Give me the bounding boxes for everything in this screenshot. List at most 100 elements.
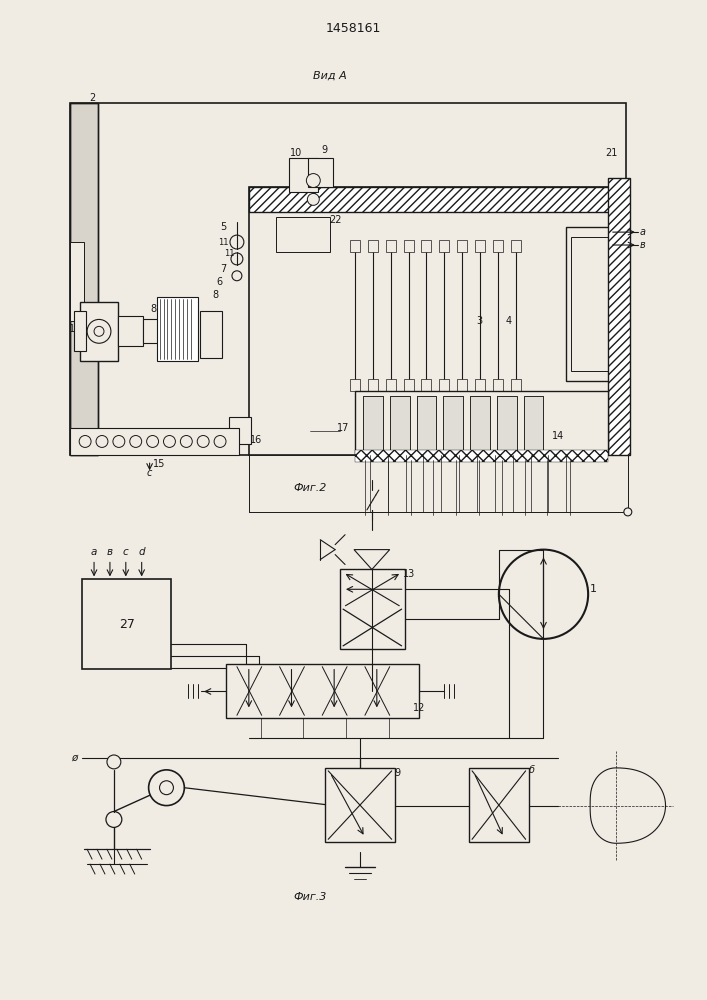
- Bar: [143, 319, 158, 343]
- Bar: [200, 311, 222, 358]
- Bar: [355, 450, 608, 462]
- Bar: [249, 187, 614, 212]
- Text: 4: 4: [506, 316, 512, 326]
- Circle shape: [107, 755, 121, 769]
- Text: Фиг.3: Фиг.3: [293, 892, 327, 902]
- Circle shape: [624, 508, 632, 516]
- Polygon shape: [354, 550, 390, 569]
- Bar: [493, 379, 503, 391]
- Bar: [524, 396, 544, 450]
- Text: а: а: [640, 227, 645, 237]
- Text: 12: 12: [414, 703, 426, 713]
- Bar: [416, 396, 436, 450]
- Bar: [497, 396, 517, 450]
- Text: с: с: [123, 547, 129, 557]
- Text: 1: 1: [69, 324, 75, 334]
- Bar: [325, 768, 395, 842]
- Circle shape: [87, 319, 111, 343]
- Text: 8: 8: [151, 304, 157, 314]
- Text: 9: 9: [321, 145, 327, 155]
- Text: 22: 22: [329, 215, 341, 225]
- Circle shape: [180, 436, 192, 447]
- Bar: [363, 396, 382, 450]
- Bar: [571, 237, 609, 371]
- Text: 3: 3: [476, 316, 482, 326]
- Text: 1458161: 1458161: [325, 22, 380, 35]
- Bar: [70, 242, 84, 321]
- Text: 17: 17: [337, 423, 349, 433]
- Bar: [80, 302, 118, 361]
- Bar: [510, 379, 520, 391]
- Circle shape: [308, 193, 320, 205]
- Text: 6: 6: [216, 277, 222, 287]
- Bar: [308, 158, 333, 187]
- Bar: [457, 379, 467, 391]
- Bar: [475, 379, 485, 391]
- Text: 11: 11: [218, 238, 228, 247]
- Bar: [443, 396, 463, 450]
- Bar: [229, 417, 251, 444]
- Bar: [566, 227, 616, 381]
- Circle shape: [231, 253, 243, 265]
- Text: 13: 13: [404, 569, 416, 579]
- Bar: [350, 240, 360, 252]
- Bar: [70, 103, 626, 455]
- Bar: [608, 178, 630, 455]
- Circle shape: [306, 174, 320, 187]
- Bar: [340, 569, 404, 649]
- Text: 11: 11: [223, 249, 234, 258]
- Bar: [82, 579, 171, 669]
- Bar: [390, 396, 409, 450]
- Bar: [610, 252, 628, 282]
- Bar: [249, 187, 614, 212]
- Bar: [70, 428, 239, 455]
- Circle shape: [197, 436, 209, 447]
- Text: Вид А: Вид А: [313, 70, 347, 80]
- Bar: [363, 396, 382, 450]
- Bar: [470, 396, 490, 450]
- Text: с: с: [147, 468, 152, 478]
- Circle shape: [146, 436, 158, 447]
- Text: 5: 5: [220, 222, 226, 232]
- Circle shape: [214, 436, 226, 447]
- Bar: [355, 391, 608, 455]
- Bar: [475, 240, 485, 252]
- Bar: [350, 379, 360, 391]
- Bar: [390, 396, 409, 450]
- Text: а: а: [91, 547, 98, 557]
- Bar: [524, 396, 544, 450]
- Bar: [439, 240, 449, 252]
- Circle shape: [113, 436, 125, 447]
- Text: 21: 21: [604, 148, 617, 158]
- Bar: [457, 240, 467, 252]
- Bar: [469, 768, 529, 842]
- Circle shape: [230, 235, 244, 249]
- Circle shape: [79, 436, 91, 447]
- Bar: [404, 379, 414, 391]
- Bar: [276, 217, 330, 252]
- Bar: [368, 240, 378, 252]
- Text: 9: 9: [395, 768, 401, 778]
- Text: ø: ø: [71, 753, 77, 763]
- Circle shape: [96, 436, 108, 447]
- Circle shape: [499, 550, 588, 639]
- Bar: [497, 396, 517, 450]
- Bar: [288, 158, 318, 192]
- Bar: [443, 396, 463, 450]
- Bar: [421, 240, 431, 252]
- Bar: [608, 178, 630, 455]
- Bar: [156, 297, 198, 361]
- Text: в: в: [107, 547, 113, 557]
- Bar: [439, 379, 449, 391]
- Circle shape: [232, 271, 242, 281]
- Text: 15: 15: [153, 459, 165, 469]
- Bar: [421, 379, 431, 391]
- Text: d: d: [139, 547, 145, 557]
- Bar: [610, 302, 628, 341]
- Text: 1: 1: [590, 584, 597, 594]
- Text: 2: 2: [89, 93, 95, 103]
- Circle shape: [106, 812, 122, 827]
- Circle shape: [130, 436, 141, 447]
- Bar: [368, 379, 378, 391]
- Circle shape: [163, 436, 175, 447]
